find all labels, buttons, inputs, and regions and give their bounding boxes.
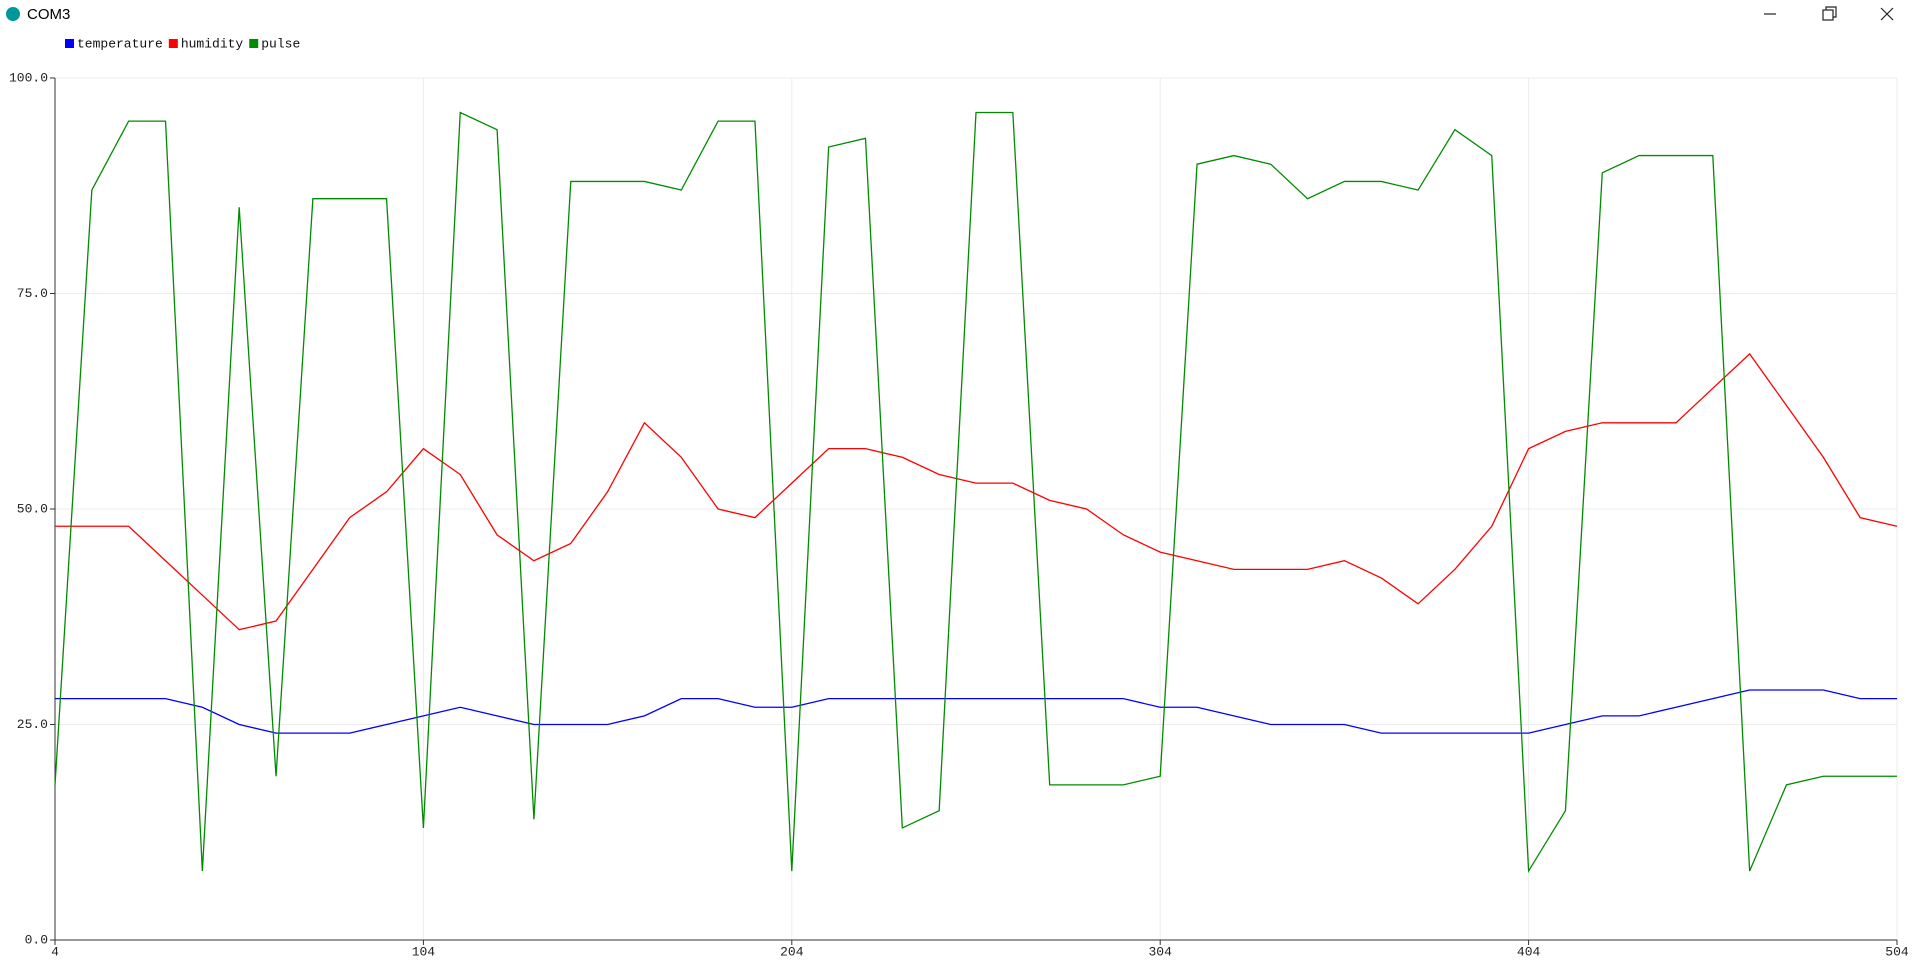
y-tick-label: 75.0 <box>17 286 48 301</box>
x-tick-label: 304 <box>1148 944 1172 959</box>
y-tick-label: 100.0 <box>9 70 48 85</box>
legend-label: temperature <box>77 36 163 51</box>
legend-swatch <box>168 39 178 48</box>
legend-label: humidity <box>181 36 244 51</box>
window-title: COM3 <box>27 6 70 23</box>
legend-swatch <box>65 39 74 48</box>
legend-label: pulse <box>261 36 300 51</box>
app-icon <box>6 7 20 21</box>
x-tick-label: 204 <box>780 944 804 959</box>
series-line <box>55 689 1897 734</box>
legend-swatch <box>249 39 259 48</box>
x-tick-label: 104 <box>412 944 436 959</box>
series-line <box>55 352 1898 631</box>
close-button-stroke <box>1880 7 1894 21</box>
x-tick-label: 4 <box>51 944 59 959</box>
y-tick-label: 25.0 <box>17 717 48 732</box>
window-controls[interactable] <box>1764 6 1894 21</box>
x-tick-label: 504 <box>1885 944 1909 959</box>
x-tick-label: 404 <box>1517 944 1541 959</box>
restore-button[interactable] <box>1822 9 1834 21</box>
series-line <box>54 111 1897 874</box>
y-tick-label: 0.0 <box>25 932 48 947</box>
y-tick-label: 50.0 <box>17 501 48 516</box>
restore-button-back <box>1825 6 1837 18</box>
